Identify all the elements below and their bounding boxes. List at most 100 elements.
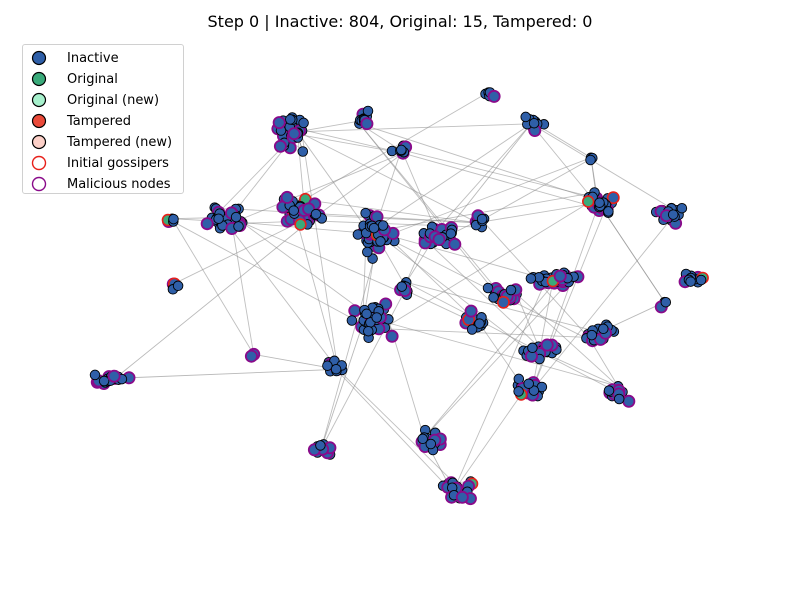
legend-label-original-new: Original (new) [67, 92, 160, 108]
node-initial-gossiper [496, 295, 510, 309]
node-inactive [676, 202, 688, 214]
edge [242, 222, 407, 296]
node-malicious [448, 237, 462, 251]
node-initial-gossiper [606, 191, 620, 205]
legend-item-original: Original [31, 69, 118, 89]
node-inactive [523, 378, 534, 389]
legend-marker-original-new [31, 92, 47, 108]
edge [477, 202, 600, 224]
edge [531, 205, 608, 391]
legend-item-initial-gossipers: Initial gossipers [31, 153, 169, 173]
edge [439, 123, 532, 240]
edge [296, 130, 478, 224]
edge [401, 149, 597, 199]
edge [299, 119, 339, 370]
chart-title: Step 0 | Inactive: 804, Original: 15, Ta… [207, 12, 593, 31]
legend-marker-original [31, 71, 47, 87]
node-inactive [168, 213, 179, 225]
node-malicious [385, 329, 399, 343]
legend-label-tampered-new: Tampered (new) [67, 134, 173, 150]
node-inactive [310, 208, 322, 220]
node-inactive [377, 220, 389, 231]
node-inactive [368, 222, 380, 234]
node-malicious [540, 338, 554, 352]
node-malicious [553, 269, 567, 283]
node-inactive [528, 385, 540, 396]
node-inactive [525, 273, 537, 284]
edge [229, 152, 404, 225]
node-inactive [396, 144, 407, 156]
node-malicious [273, 139, 287, 153]
node-inactive [425, 438, 437, 450]
edge [530, 123, 678, 212]
legend-marker-tampered-new [31, 134, 47, 150]
node-inactive [417, 433, 428, 445]
node-inactive [330, 363, 342, 375]
node-inactive [172, 280, 184, 292]
node-malicious [107, 369, 121, 383]
legend-marker-tampered [31, 113, 47, 129]
node-inactive [363, 325, 374, 337]
node-malicious [487, 89, 501, 103]
node-malicious [280, 190, 294, 204]
edge [423, 276, 574, 438]
edge [373, 231, 587, 339]
edge [294, 212, 339, 370]
legend-label-malicious-nodes: Malicious nodes [67, 176, 171, 192]
node-malicious [348, 304, 362, 318]
edge [115, 368, 338, 379]
node-inactive [362, 246, 373, 258]
edge [601, 207, 665, 303]
node-malicious [272, 116, 286, 130]
node-inactive [660, 296, 672, 308]
edge [309, 152, 404, 222]
node-malicious [360, 117, 374, 131]
node-inactive [598, 323, 609, 335]
edge [173, 213, 317, 285]
edge [330, 363, 454, 493]
edge [516, 293, 540, 347]
node-malicious [464, 304, 478, 318]
edge [373, 230, 554, 282]
legend-label-tampered: Tampered [67, 113, 131, 129]
edge [405, 243, 431, 283]
legend-item-tampered: Tampered [31, 111, 131, 131]
edge [297, 131, 371, 235]
node-inactive [322, 360, 333, 371]
edge [171, 218, 255, 355]
node-inactive [288, 205, 299, 216]
node-inactive [362, 105, 374, 117]
node-inactive [603, 206, 614, 217]
node-malicious [287, 127, 301, 141]
legend-label-inactive: Inactive [67, 50, 119, 66]
node-layer [89, 87, 709, 506]
edge [305, 93, 486, 200]
edge [359, 123, 497, 289]
node-inactive [233, 221, 244, 232]
node-malicious [200, 217, 214, 231]
legend-label-original: Original [67, 71, 118, 87]
legend-marker-initial-gossipers [31, 155, 47, 171]
node-inactive [346, 315, 358, 326]
edge [379, 123, 532, 226]
node-inactive [520, 111, 531, 123]
edge [225, 221, 339, 370]
edge [531, 211, 678, 391]
node-original-gossiper [294, 218, 307, 231]
node-inactive [445, 228, 457, 239]
edge [402, 152, 592, 207]
node-malicious [622, 394, 636, 408]
edge [297, 123, 532, 133]
legend-marker-inactive [31, 50, 47, 66]
node-inactive [466, 324, 478, 335]
node-inactive [476, 213, 488, 225]
node-inactive [527, 342, 538, 354]
legend-marker-malicious-nodes [31, 176, 47, 192]
edge [424, 123, 532, 244]
edge [297, 120, 362, 133]
edge [531, 280, 554, 391]
node-inactive [361, 308, 372, 320]
node-malicious [432, 232, 446, 246]
edge [452, 278, 548, 493]
node-inactive [89, 369, 101, 381]
